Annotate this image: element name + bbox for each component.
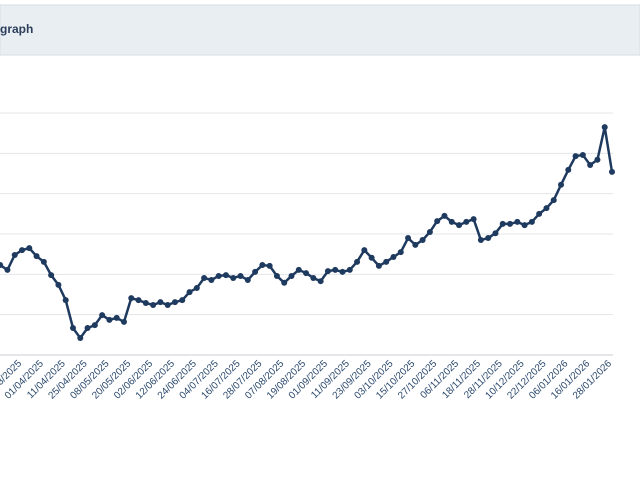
data-point [40,258,47,265]
data-point [77,335,84,342]
data-point [11,251,18,258]
data-point [485,235,492,242]
data-point [390,253,397,260]
data-point [237,272,244,279]
data-point [397,249,404,256]
data-point [55,281,62,288]
data-point [303,270,310,277]
data-point [193,285,200,292]
data-point [492,230,499,237]
data-point [587,162,594,169]
data-point [477,237,484,244]
data-point [463,218,470,225]
data-point [150,301,157,308]
data-point [361,247,368,254]
data-point [499,220,506,227]
data-point [412,241,419,248]
data-point [186,289,193,296]
data-point [579,151,586,158]
data-point [120,318,127,325]
data-point [288,272,295,279]
data-point [521,222,528,229]
data-point [142,299,149,306]
data-point [208,276,215,283]
data-point [84,324,91,331]
data-point [26,245,33,252]
data-point [69,324,76,331]
data-point [215,272,222,279]
data-point [135,297,142,304]
data-point [128,295,135,302]
data-point [434,218,441,225]
data-point [19,247,26,254]
data-point [368,254,375,261]
data-point [601,124,608,131]
data-point [375,262,382,269]
data-point [514,218,521,225]
data-line [0,125,614,340]
data-point [339,268,346,275]
data-point [252,268,259,275]
data-point [91,322,98,329]
header-bar [0,4,640,56]
data-point [550,197,557,204]
data-point [266,262,273,269]
data-point [201,274,208,281]
data-point [448,218,455,225]
data-point [259,262,266,269]
data-point [441,212,448,219]
data-point [609,168,615,175]
chart-title: graph [0,22,33,36]
data-point [33,253,40,260]
data-point [594,156,601,163]
data-point [324,268,331,275]
data-point [244,276,251,283]
data-point [470,216,477,223]
data-point [113,314,120,321]
data-point [558,181,565,188]
data-point [171,299,178,306]
data-point [346,266,353,273]
data-point [295,266,302,273]
data-point [419,237,426,244]
data-point [222,272,229,279]
data-point [456,222,463,229]
data-point [281,279,288,286]
data-point [543,205,550,212]
data-point [572,153,579,160]
data-point [106,316,113,323]
data-point [273,272,280,279]
data-point [565,166,572,173]
data-point [230,274,237,281]
data-point [536,210,543,217]
data-point [507,220,514,227]
data-point [528,218,535,225]
data-point [62,297,69,304]
data-point [179,297,186,304]
data-point [164,301,171,308]
data-point [0,262,4,269]
data-point [405,235,412,242]
data-point [48,272,55,279]
data-point [317,278,324,285]
data-point [4,266,11,273]
data-point [383,258,390,265]
data-point [332,266,339,273]
data-point [354,258,361,265]
data-point [99,312,106,319]
data-point [310,274,317,281]
data-point [426,228,433,235]
data-point [157,299,164,306]
